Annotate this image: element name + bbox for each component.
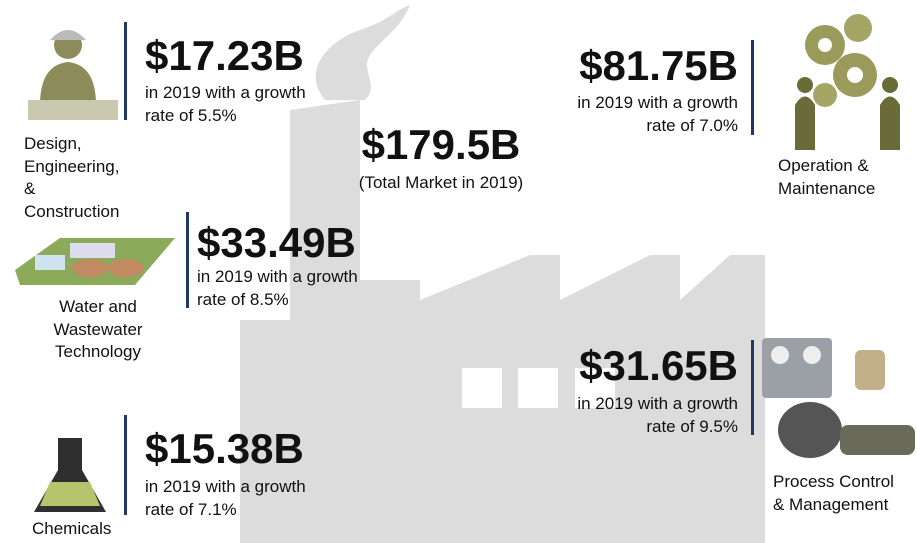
flask-icon bbox=[34, 438, 106, 512]
segment-description: in 2019 with a growth bbox=[577, 91, 738, 114]
segment-description: rate of 5.5% bbox=[145, 104, 237, 127]
segment-value: $33.49B bbox=[197, 220, 356, 266]
segment-value: $17.23B bbox=[145, 33, 304, 79]
segment-label: Engineering, bbox=[24, 156, 119, 179]
divider bbox=[124, 415, 127, 515]
divider bbox=[751, 40, 754, 135]
process-equipment-icon bbox=[762, 338, 915, 458]
background-graphics bbox=[0, 0, 917, 543]
segment-description: rate of 7.1% bbox=[145, 498, 237, 521]
segment-value: $81.75B bbox=[579, 43, 738, 89]
segment-label: Wastewater bbox=[18, 319, 178, 342]
segment-description: in 2019 with a growth bbox=[145, 81, 306, 104]
segment-label: Water and bbox=[18, 296, 178, 319]
segment-label: Construction bbox=[24, 201, 119, 224]
segment-value: $31.65B bbox=[579, 343, 738, 389]
segment-description: rate of 7.0% bbox=[646, 114, 738, 137]
gears-icon bbox=[795, 14, 900, 150]
segment-label: Maintenance bbox=[778, 178, 875, 201]
segment-label: Design, bbox=[24, 133, 82, 156]
segment-description: in 2019 with a growth bbox=[577, 392, 738, 415]
segment-label: Process Control bbox=[773, 471, 894, 494]
divider bbox=[751, 340, 754, 435]
segment-description: in 2019 with a growth bbox=[145, 475, 306, 498]
segment-label: & Management bbox=[773, 494, 888, 517]
total-value: $179.5B bbox=[291, 122, 591, 168]
segment-description: in 2019 with a growth bbox=[197, 265, 358, 288]
segment-value: $15.38B bbox=[145, 426, 304, 472]
water-plant-icon bbox=[15, 238, 175, 285]
segment-description: rate of 9.5% bbox=[646, 415, 738, 438]
divider bbox=[124, 22, 127, 120]
total-caption: (Total Market in 2019) bbox=[291, 171, 591, 194]
segment-label: Chemicals bbox=[32, 518, 111, 541]
infographic: $179.5B (Total Market in 2019) $17.23Bin… bbox=[0, 0, 917, 543]
divider bbox=[186, 212, 189, 308]
segment-label: Technology bbox=[18, 341, 178, 364]
segment-description: rate of 8.5% bbox=[197, 288, 289, 311]
segment-label: Operation & bbox=[778, 155, 869, 178]
engineer-icon bbox=[28, 30, 118, 120]
segment-label: & bbox=[24, 178, 35, 201]
